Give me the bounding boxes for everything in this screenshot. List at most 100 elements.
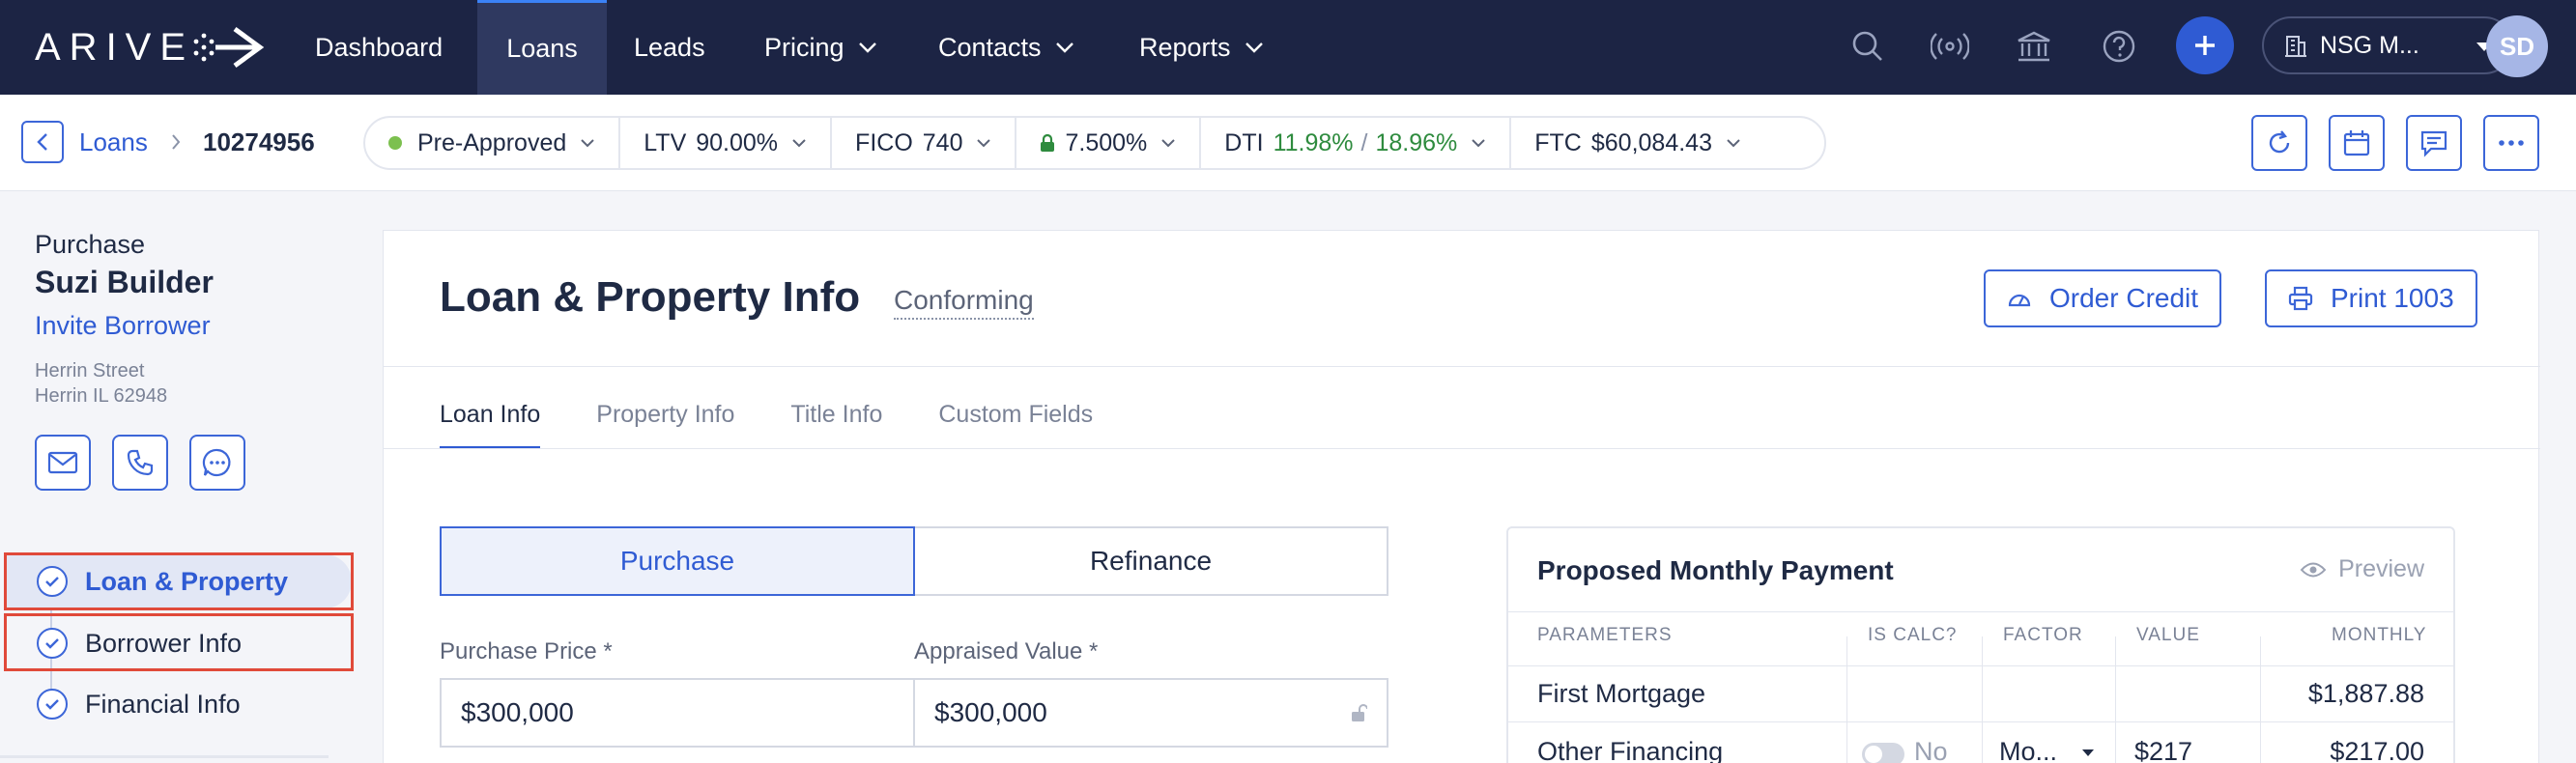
eye-icon [2300,562,2327,577]
chevron-down-icon [858,42,876,53]
check-circle-icon [37,566,68,597]
nav-leads[interactable]: Leads [634,0,705,95]
loan-purpose: Purchase [35,230,146,259]
nav-pricing[interactable]: Pricing [764,0,877,95]
message-button[interactable] [189,435,245,491]
bank-icon[interactable] [2013,25,2055,68]
is-calc-toggle[interactable] [1862,743,1904,763]
is-calc-value: No [1914,737,1948,763]
ftc-dropdown[interactable]: FTC $60,084.43 [1511,118,1764,168]
print-label: Print 1003 [2331,283,2454,313]
add-new-button[interactable] [2176,16,2234,74]
purchase-price-label: Purchase Price * [440,638,613,664]
column-header-parameters: PARAMETERS [1537,625,1673,645]
property-address-street: Herrin Street [35,360,145,382]
lock-icon [1041,133,1055,152]
chevron-down-icon [792,139,806,148]
sidebar-item-label: Financial Info [85,689,241,719]
refinance-option[interactable]: Refinance [915,526,1388,596]
first-mortgage-label: First Mortgage [1537,679,1706,708]
factor-value: Mo... [1999,737,2058,763]
plus-icon [2195,36,2215,55]
nav-label: Pricing [764,32,844,62]
chevron-down-icon [1245,42,1263,53]
highlight-box-loan-property [4,552,354,610]
check-circle-icon [37,689,68,720]
invite-borrower-link[interactable]: Invite Borrower [35,311,211,340]
search-icon[interactable] [1846,25,1889,68]
tab-property-info[interactable]: Property Info [596,401,735,428]
logo-arrow-icon [193,26,265,69]
unlock-icon[interactable] [1350,703,1367,722]
email-button[interactable] [35,435,91,491]
call-button[interactable] [112,435,168,491]
proposed-monthly-payment-panel: Proposed Monthly Payment Preview PARAMET… [1506,526,2455,763]
dti-dropdown[interactable]: DTI 11.98% / 18.96% [1201,118,1512,168]
refresh-button[interactable] [2251,115,2307,171]
payment-panel-title: Proposed Monthly Payment [1537,555,1894,585]
more-horizontal-icon [2499,140,2524,146]
appraised-value-label: Appraised Value * [914,638,1099,664]
appraised-value-input[interactable]: $300,000 [913,678,1388,748]
comments-button[interactable] [2406,115,2462,171]
appraised-value-value: $300,000 [934,697,1047,727]
property-address-city: Herrin IL 62948 [35,385,168,407]
nav-contacts[interactable]: Contacts [938,0,1074,95]
caret-down-icon [2476,42,2492,51]
factor-dropdown[interactable]: Mo... [1999,737,2094,763]
organization-selector[interactable]: NSG M... [2262,16,2513,74]
first-mortgage-monthly: $1,887.88 [2307,679,2424,708]
sidebar-item-loan-property[interactable]: Loan & Property [4,554,352,608]
ltv-label: LTV [644,128,687,156]
organization-name: NSG M... [2320,31,2419,59]
tab-title-info[interactable]: Title Info [790,401,883,428]
more-options-button[interactable] [2483,115,2539,171]
rate-lock-dropdown[interactable]: 7.500% [1016,118,1202,168]
chevron-left-icon [37,133,47,151]
print-1003-button[interactable]: Print 1003 [2265,269,2477,327]
avatar-initials: SD [2499,31,2535,61]
ftc-value: $60,084.43 [1590,128,1712,156]
loan-header-bar: Loans 10274956 Pre-Approved LTV 90.00% F… [0,95,2576,191]
refresh-icon [2269,130,2290,154]
tabs-divider [384,448,2540,449]
caret-down-icon [2081,749,2094,757]
column-header-is-calc: IS CALC? [1868,625,1958,645]
other-financing-value[interactable]: $217 [2134,737,2193,763]
nav-dashboard[interactable]: Dashboard [315,0,443,95]
loan-program-type[interactable]: Conforming [894,285,1034,320]
help-icon[interactable] [2098,25,2140,68]
nav-loans[interactable]: Loans [477,0,607,95]
nav-label: Loans [506,34,578,63]
nav-reports[interactable]: Reports [1139,0,1264,95]
tab-loan-info[interactable]: Loan Info [440,401,541,449]
interest-rate-value: 7.500% [1065,128,1148,156]
order-credit-label: Order Credit [2049,283,2199,313]
breadcrumb-loans-link[interactable]: Loans [79,127,148,156]
arive-logo[interactable]: ARIVE [35,23,268,71]
nav-label: Dashboard [315,32,444,62]
column-divider [1982,636,1983,763]
header-divider [384,366,2540,367]
column-divider [2115,636,2116,763]
back-button[interactable] [21,121,64,163]
order-credit-button[interactable]: Order Credit [1984,269,2222,327]
fico-dropdown[interactable]: FICO 740 [832,118,1017,168]
purchase-option[interactable]: Purchase [440,526,915,596]
ltv-value: 90.00% [696,128,779,156]
ftc-label: FTC [1534,128,1582,156]
chat-bubble-icon [202,448,231,477]
purchase-price-input[interactable]: $300,000 [440,678,915,748]
loan-stage-dropdown[interactable]: Pre-Approved [365,118,621,168]
tab-custom-fields[interactable]: Custom Fields [938,401,1094,428]
preview-button[interactable]: Preview [2300,555,2424,583]
calendar-button[interactable] [2329,115,2385,171]
ltv-dropdown[interactable]: LTV 90.00% [620,118,833,168]
sidebar-item-borrower-info[interactable]: Borrower Info [4,616,352,670]
broadcast-icon[interactable] [1929,25,1971,68]
sidebar-item-financial-info[interactable]: Financial Info [4,677,352,731]
user-avatar[interactable]: SD [2486,15,2548,77]
comment-icon [2420,130,2447,157]
gauge-icon [2008,294,2031,307]
sidebar-item-label: Loan & Property [85,566,289,596]
